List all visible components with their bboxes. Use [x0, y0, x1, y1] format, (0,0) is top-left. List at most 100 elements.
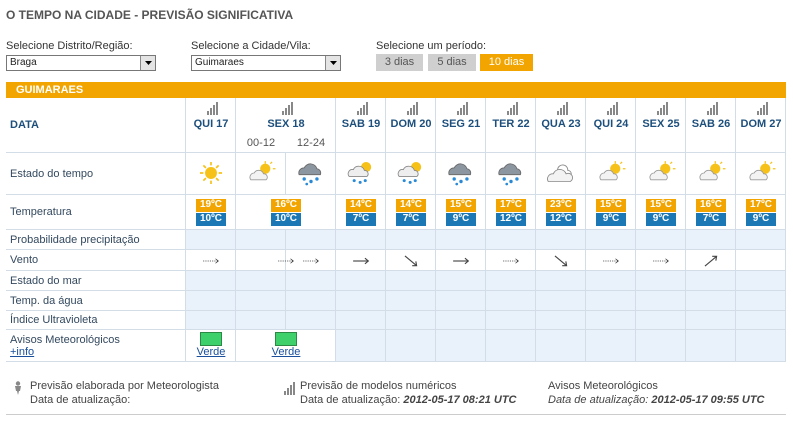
period-button[interactable]: 3 dias — [376, 54, 423, 71]
table-cell — [636, 311, 686, 330]
wind-arrow — [699, 252, 723, 270]
day-header — [436, 98, 486, 153]
bars — [357, 102, 368, 115]
temp-cell — [736, 195, 786, 230]
table-cell — [436, 153, 486, 195]
day-header — [586, 98, 636, 153]
table-cell — [286, 153, 336, 195]
day-header — [686, 98, 736, 153]
update-label: Data de atualização: — [300, 394, 401, 406]
table-cell — [686, 230, 736, 250]
temp-max: 14ºC — [396, 199, 426, 212]
table-cell — [186, 271, 236, 291]
table-cell — [536, 291, 586, 311]
wind-arrow — [649, 252, 673, 270]
temp-cell — [686, 195, 736, 230]
table-cell — [336, 250, 386, 271]
row-label: DATA — [6, 98, 186, 153]
bars — [507, 102, 518, 115]
weather-icon-svg — [749, 161, 776, 181]
weather-icon — [394, 157, 428, 189]
table-cell — [536, 250, 586, 271]
dropdown[interactable]: Braga — [6, 55, 156, 71]
day-header — [386, 98, 436, 153]
weather-icon — [244, 157, 278, 189]
model-icon — [757, 101, 771, 115]
wind-arrow-svg — [353, 257, 370, 265]
table-cell — [486, 230, 536, 250]
temp-cell — [486, 195, 536, 230]
dropdown-value: Guimaraes — [195, 57, 244, 68]
model-icon — [407, 101, 421, 115]
warning-link[interactable]: Verde — [271, 346, 301, 358]
table-cell — [586, 311, 636, 330]
table-cell — [336, 153, 386, 195]
temp-max: 16ºC — [696, 199, 726, 212]
temp-cell — [436, 195, 486, 230]
selector-label: Selecione a Cidade/Vila: — [191, 40, 311, 52]
temp-cell — [236, 195, 336, 230]
table-cell — [436, 291, 486, 311]
weather-icon — [344, 157, 378, 189]
table-cell — [436, 250, 486, 271]
warning-cell — [336, 330, 386, 362]
day-label: DOM 27 — [740, 118, 782, 130]
day-label: QUI 17 — [193, 118, 229, 130]
warning-cell — [186, 330, 236, 362]
weather-icon — [494, 157, 528, 189]
dropdown[interactable]: Guimaraes — [191, 55, 341, 71]
table-cell — [236, 153, 286, 195]
day-header — [486, 98, 536, 153]
table-cell — [386, 230, 436, 250]
table-cell — [586, 230, 636, 250]
table-cell — [686, 250, 736, 271]
temp-max: 15ºC — [596, 199, 626, 212]
temp-min: 12ºC — [546, 213, 576, 226]
period-button[interactable]: 5 dias — [428, 54, 476, 71]
row-label: Probabilidade precipitação — [6, 230, 186, 250]
wind-arrow-svg — [303, 258, 319, 264]
table-cell — [686, 153, 736, 195]
warning-cell — [436, 330, 486, 362]
day-header — [536, 98, 586, 153]
dropdown-button[interactable] — [325, 56, 340, 70]
table-cell — [186, 153, 236, 195]
footer-rule — [6, 414, 786, 415]
wind-arrow: undefined — [749, 252, 773, 270]
person-icon — [12, 381, 24, 395]
day-label: QUI 24 — [593, 118, 629, 130]
update-label: Data de atualização: — [548, 394, 649, 406]
weather-icon-svg — [298, 163, 322, 186]
temp-min: 9ºC — [446, 213, 476, 226]
weather-icon-svg — [347, 161, 372, 184]
row-label: Vento — [6, 250, 186, 271]
wind-arrow — [599, 252, 623, 270]
table-cell — [486, 153, 536, 195]
temp-max: 17ºC — [496, 199, 526, 212]
dropdown-button[interactable] — [140, 56, 155, 70]
table-cell — [736, 230, 786, 250]
temp-max: 17ºC — [746, 199, 776, 212]
bars — [607, 102, 618, 115]
table-cell — [436, 230, 486, 250]
warning-link[interactable]: Verde — [196, 346, 226, 358]
wind-arrow — [349, 252, 373, 270]
row-label: Temperatura — [6, 195, 186, 230]
info-link[interactable]: +info — [10, 345, 35, 358]
selector-label: Selecione um período: — [376, 40, 487, 52]
location-bar: GUIMARAES — [6, 82, 786, 98]
temp-max: 19ºC — [196, 199, 226, 212]
table-cell — [386, 271, 436, 291]
table-cell — [286, 311, 336, 330]
warning-cell — [386, 330, 436, 362]
day-header — [336, 98, 386, 153]
warning-cell — [636, 330, 686, 362]
row-label: Estado do tempo — [6, 153, 186, 195]
wind-arrow-svg — [603, 258, 619, 264]
model-icon — [507, 101, 521, 115]
wind-arrow-svg — [554, 255, 568, 267]
footer-update: Data de atualização: 2012-05-17 09:55 UT… — [548, 394, 764, 406]
period-button[interactable]: 10 dias — [480, 54, 533, 71]
